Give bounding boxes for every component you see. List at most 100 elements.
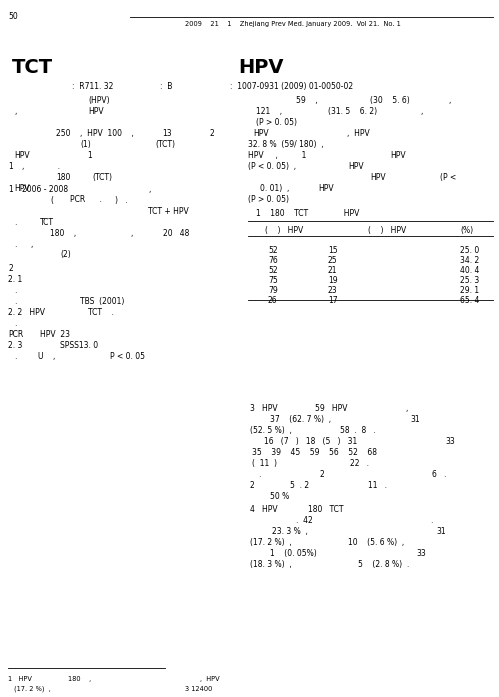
Text: PCR      .: PCR . xyxy=(70,195,102,204)
Text: HPV: HPV xyxy=(238,58,283,77)
Text: 1: 1 xyxy=(50,151,93,160)
Text: 29. 1: 29. 1 xyxy=(460,286,479,295)
Text: .  42: . 42 xyxy=(296,516,313,525)
Text: (P > 0. 05): (P > 0. 05) xyxy=(256,118,297,127)
Text: ,: , xyxy=(30,240,32,249)
Text: 58  .  8   .: 58 . 8 . xyxy=(340,426,376,435)
Text: P < 0. 05: P < 0. 05 xyxy=(110,352,145,361)
Text: (18. 3 %)  ,: (18. 3 %) , xyxy=(250,560,292,569)
Text: (%): (%) xyxy=(460,226,473,235)
Text: (31. 5    6. 2): (31. 5 6. 2) xyxy=(328,107,377,116)
Text: .: . xyxy=(430,516,432,525)
Text: 33: 33 xyxy=(416,549,426,558)
Text: .: . xyxy=(14,286,16,295)
Text: 52: 52 xyxy=(268,246,277,255)
Text: HPV: HPV xyxy=(253,129,268,138)
Text: 19: 19 xyxy=(328,276,338,285)
Text: .: . xyxy=(14,297,16,306)
Text: 25. 0: 25. 0 xyxy=(460,246,479,255)
Text: .: . xyxy=(14,218,16,227)
Text: 75: 75 xyxy=(268,276,278,285)
Text: 2006 - 2008: 2006 - 2008 xyxy=(22,185,68,194)
Text: 2: 2 xyxy=(320,470,325,479)
Text: 20   48: 20 48 xyxy=(163,229,190,238)
Text: 2. 1: 2. 1 xyxy=(8,275,22,284)
Text: HPV: HPV xyxy=(348,162,364,171)
Text: (P <: (P < xyxy=(440,173,456,182)
Text: 0. 01)  ,: 0. 01) , xyxy=(260,184,289,193)
Text: (2): (2) xyxy=(60,250,71,259)
Text: 5  . 2: 5 . 2 xyxy=(290,481,309,490)
Text: HPV: HPV xyxy=(370,173,386,182)
Text: ,: , xyxy=(148,185,150,194)
Text: 2. 2   HPV: 2. 2 HPV xyxy=(8,308,45,317)
Text: 4   HPV: 4 HPV xyxy=(250,505,277,514)
Text: ,: , xyxy=(405,404,407,413)
Text: (TCT): (TCT) xyxy=(155,140,175,149)
Text: ,  HPV: , HPV xyxy=(200,676,220,682)
Text: ,              .: , . xyxy=(22,162,60,171)
Text: 5    (2. 8 %)  .: 5 (2. 8 %) . xyxy=(358,560,409,569)
Text: (30    5. 6): (30 5. 6) xyxy=(370,96,410,105)
Text: 79: 79 xyxy=(268,286,278,295)
Text: 180    ,: 180 , xyxy=(50,229,76,238)
Text: (TCT): (TCT) xyxy=(92,173,112,182)
Text: HPV: HPV xyxy=(390,151,406,160)
Text: PCR: PCR xyxy=(8,330,23,339)
Text: :  B: : B xyxy=(160,82,172,91)
Text: (HPV): (HPV) xyxy=(88,96,110,105)
Text: 1: 1 xyxy=(8,162,13,171)
Text: 10    (5. 6 %)  ,: 10 (5. 6 %) , xyxy=(348,538,404,547)
Text: (1): (1) xyxy=(80,140,91,149)
Text: 180    ,: 180 , xyxy=(68,676,91,682)
Text: 31: 31 xyxy=(436,527,446,536)
Text: 35    39    45    59    56    52    68: 35 39 45 59 56 52 68 xyxy=(252,448,377,457)
Text: 11   .: 11 . xyxy=(368,481,387,490)
Text: )   .: ) . xyxy=(115,196,128,205)
Text: TBS  (2001): TBS (2001) xyxy=(80,297,124,306)
Text: (P < 0. 05)  ,: (P < 0. 05) , xyxy=(248,162,296,171)
Text: 2. 3: 2. 3 xyxy=(8,341,22,350)
Text: 65. 4: 65. 4 xyxy=(460,296,480,305)
Text: (: ( xyxy=(50,196,53,205)
Text: 15: 15 xyxy=(328,246,338,255)
Text: U    ,: U , xyxy=(38,352,55,361)
Text: (52. 5 %)  ,: (52. 5 %) , xyxy=(250,426,292,435)
Text: 76: 76 xyxy=(268,256,278,265)
Text: 32. 8 %  (59/ 180)  ,: 32. 8 % (59/ 180) , xyxy=(248,140,324,149)
Text: SPSS13. 0: SPSS13. 0 xyxy=(60,341,98,350)
Text: ,: , xyxy=(130,229,132,238)
Text: 1   HPV: 1 HPV xyxy=(8,676,32,682)
Text: 50 %: 50 % xyxy=(270,492,289,501)
Text: (  11  ): ( 11 ) xyxy=(252,459,277,468)
Text: :  1007-0931 (2009) 01-0050-02: : 1007-0931 (2009) 01-0050-02 xyxy=(230,82,353,91)
Text: 23: 23 xyxy=(328,286,338,295)
Text: 25: 25 xyxy=(328,256,338,265)
Text: 33: 33 xyxy=(445,437,455,446)
Text: 2009    21    1    Zhejiang Prev Med. January 2009.  Vol 21.  No. 1: 2009 21 1 Zhejiang Prev Med. January 200… xyxy=(185,21,401,27)
Text: HPV: HPV xyxy=(88,107,104,116)
Text: .: . xyxy=(258,470,260,479)
Text: 2: 2 xyxy=(8,264,13,273)
Text: HPV     ,          1: HPV , 1 xyxy=(248,151,306,160)
Text: ,: , xyxy=(420,107,422,116)
Text: 25. 3: 25. 3 xyxy=(460,276,479,285)
Text: HPV: HPV xyxy=(14,151,29,160)
Text: TCT + HPV: TCT + HPV xyxy=(148,207,189,216)
Text: (    )   HPV: ( ) HPV xyxy=(368,226,406,235)
Text: 180   TCT: 180 TCT xyxy=(308,505,343,514)
Text: 13: 13 xyxy=(162,129,172,138)
Text: 34. 2: 34. 2 xyxy=(460,256,479,265)
Text: .: . xyxy=(14,319,16,328)
Text: 37    (62. 7 %)  ,: 37 (62. 7 %) , xyxy=(270,415,331,424)
Text: 16   (7   )   18   (5   )   31: 16 (7 ) 18 (5 ) 31 xyxy=(264,437,357,446)
Text: ,: , xyxy=(14,107,16,116)
Text: HPV: HPV xyxy=(14,184,29,193)
Text: 31: 31 xyxy=(410,415,420,424)
Text: .: . xyxy=(14,240,16,249)
Text: ,  HPV: , HPV xyxy=(347,129,370,138)
Text: 1: 1 xyxy=(8,185,13,194)
Text: 23. 3 %  ,: 23. 3 % , xyxy=(272,527,308,536)
Text: .: . xyxy=(14,352,16,361)
Text: 3 12400: 3 12400 xyxy=(185,686,213,692)
